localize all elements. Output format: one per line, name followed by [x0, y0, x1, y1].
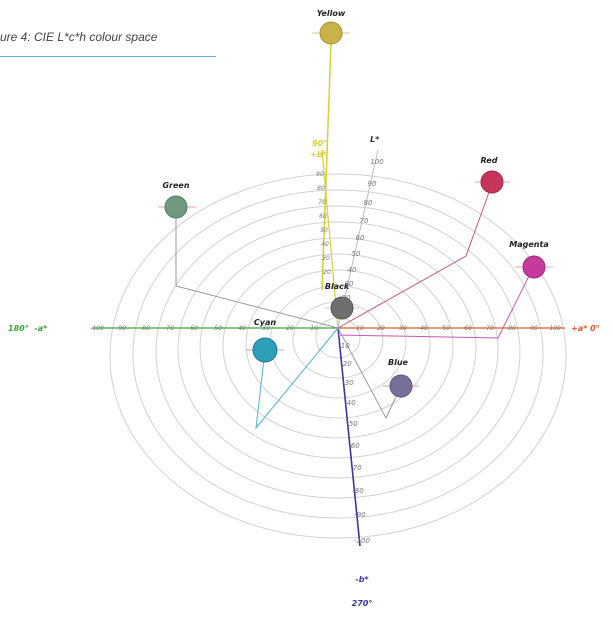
a-tick-label: 90 [530, 325, 538, 332]
caption-underline [0, 56, 216, 57]
l-tick-label: 100 [370, 158, 384, 166]
a-tick-label: 20 [377, 325, 385, 332]
a-tick-label: 50 [442, 325, 450, 332]
cyan-label: Cyan [254, 318, 276, 327]
magenta-label: Magenta [509, 240, 548, 249]
chroma-ring [109, 173, 567, 539]
chroma-rings [109, 173, 567, 539]
pos-b-tick-label: 60 [319, 213, 327, 220]
neg-b-axis-line [337, 327, 361, 547]
cyan-marker: Cyan [246, 318, 284, 363]
pos-b-tick-label: 30 [322, 255, 330, 262]
a-tick-label: 100 [549, 325, 561, 332]
l-tick-label: 30 [345, 280, 354, 288]
a-tick-label: -100 [90, 325, 104, 332]
neg-a-axis-label: 180° -a* [8, 324, 48, 333]
pos-b-tick-label: 90 [316, 171, 324, 178]
b-tick-label: -20 [340, 360, 352, 368]
b-tick-label: -90 [354, 511, 366, 519]
connectors [175, 183, 534, 430]
b-tick-label: -100 [354, 537, 370, 545]
b-tick-labels: -10 -20 -30 -40 -50 -60 -70 -80 -90 -100 [338, 342, 370, 545]
yellow-pointer-line [321, 43, 332, 291]
chroma-ring [132, 189, 544, 519]
a-tick-label: -90 [116, 325, 126, 332]
red-marker: Red [475, 156, 510, 194]
b-tick-label: -10 [338, 342, 350, 350]
b-tick-label: -30 [342, 379, 354, 387]
a-tick-labels: -100 -90 -80 -70 -60 -50 -40 -30 -20 -10… [90, 325, 561, 332]
a-tick-label: 10 [356, 325, 364, 332]
pos-b-tick-label: 20 [323, 269, 331, 276]
chroma-ring [155, 205, 521, 499]
green-sphere [164, 195, 188, 219]
a-tick-label: -30 [260, 325, 270, 332]
l-tick-label: 60 [356, 234, 365, 242]
black-marker: Black [325, 282, 359, 320]
green-label: Green [162, 181, 189, 190]
chroma-ring [245, 269, 431, 419]
l-tick-label: 70 [360, 217, 369, 225]
l-tick-label: 80 [364, 199, 373, 207]
magenta-connector [337, 267, 534, 339]
black-label: Black [325, 282, 350, 291]
b-tick-label: -70 [350, 464, 362, 472]
a-tick-label: -10 [308, 325, 318, 332]
magenta-sphere [522, 255, 546, 279]
l-axis-label: L* [370, 135, 380, 144]
figure-caption: ure 4: CIE L*c*h colour space [0, 30, 158, 44]
a-tick-label: 80 [508, 325, 516, 332]
green-marker: Green [158, 181, 196, 219]
a-tick-label: -20 [284, 325, 294, 332]
bottom-degree-label: 270° [352, 599, 373, 608]
red-sphere [480, 170, 504, 194]
a-tick-label: 60 [464, 325, 472, 332]
a-tick-label: -60 [188, 325, 198, 332]
magenta-marker: Magenta [509, 240, 553, 279]
chroma-ring [177, 221, 499, 479]
l-tick-label: 40 [348, 266, 357, 274]
pos-b-tick-label: 70 [318, 199, 326, 206]
l-tick-label: 90 [368, 180, 377, 188]
a-tick-label: 30 [399, 325, 407, 332]
yellow-marker: Yellow [312, 9, 350, 45]
black-sphere [330, 296, 354, 320]
chroma-ring [222, 253, 454, 439]
l-tick-label: 50 [352, 250, 361, 258]
a-tick-label: 70 [486, 325, 494, 332]
a-tick-label: 40 [420, 325, 428, 332]
b-tick-label: -40 [344, 399, 356, 407]
pos-b-tick-labels: 90 80 70 60 50 40 30 20 [316, 171, 331, 276]
yellow-sphere [319, 21, 343, 45]
a-tick-label: -40 [236, 325, 246, 332]
pos-b-axis-line [321, 149, 339, 329]
pos-b-tick-label: 40 [321, 241, 329, 248]
b-tick-label: -60 [348, 442, 360, 450]
red-connector [337, 183, 493, 329]
blue-marker: Blue [383, 358, 419, 398]
red-label: Red [481, 156, 498, 165]
cyan-connector [255, 327, 339, 430]
b-tick-label: -50 [346, 420, 358, 428]
blue-label: Blue [388, 358, 409, 367]
pos-b-degree-label: 90° [312, 139, 327, 148]
a-tick-label: -50 [212, 325, 222, 332]
pos-b-axis-label: +b* [310, 150, 327, 159]
b-tick-label: -80 [352, 487, 364, 495]
a-tick-label: -70 [164, 325, 174, 332]
pos-b-tick-label: 80 [317, 185, 325, 192]
yellow-label: Yellow [317, 9, 346, 18]
cyan-sphere [252, 337, 278, 363]
blue-sphere [389, 374, 413, 398]
pos-a-axis-label: +a* 0° [571, 324, 600, 333]
blue-connector [337, 327, 402, 420]
l-tick-labels: 100 90 80 70 60 50 40 30 20 10 [339, 158, 385, 315]
a-tick-label: -80 [140, 325, 150, 332]
neg-b-axis-label: -b* [355, 575, 369, 584]
green-connector [175, 208, 339, 329]
chroma-ring [199, 237, 477, 459]
pos-b-tick-label: 50 [320, 227, 328, 234]
